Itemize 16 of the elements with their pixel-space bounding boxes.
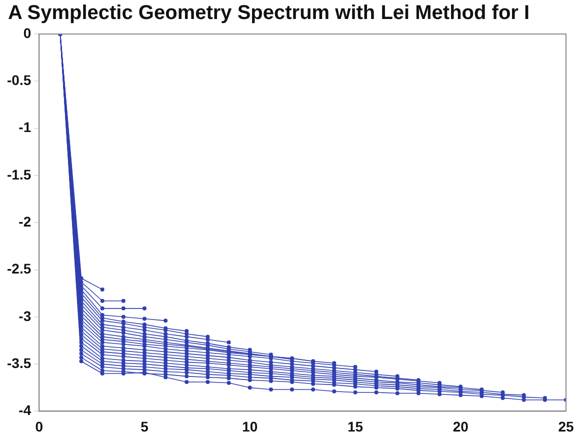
y-tick-label: -4 xyxy=(18,402,32,418)
chart-title: A Symplectic Geometry Spectrum with Lei Method for I xyxy=(8,2,530,25)
x-tick-label: 10 xyxy=(242,418,258,434)
y-tick-label: -0.5 xyxy=(7,72,32,88)
x-tick-label: 5 xyxy=(140,418,149,434)
x-tick-label: 0 xyxy=(35,418,44,434)
y-tick-label: -3 xyxy=(18,308,32,324)
y-tick-label: 0 xyxy=(23,24,32,41)
y-tick-label: -1.5 xyxy=(7,166,32,182)
x-tick-label: 20 xyxy=(452,418,469,434)
x-tick-label: 25 xyxy=(558,418,574,434)
y-tick-label: -3.5 xyxy=(7,354,32,371)
x-tick-label: 15 xyxy=(347,418,364,434)
y-tick-label: -2 xyxy=(18,213,32,230)
y-tick-label: -2.5 xyxy=(7,260,32,277)
y-tick-label: -1 xyxy=(18,119,32,136)
